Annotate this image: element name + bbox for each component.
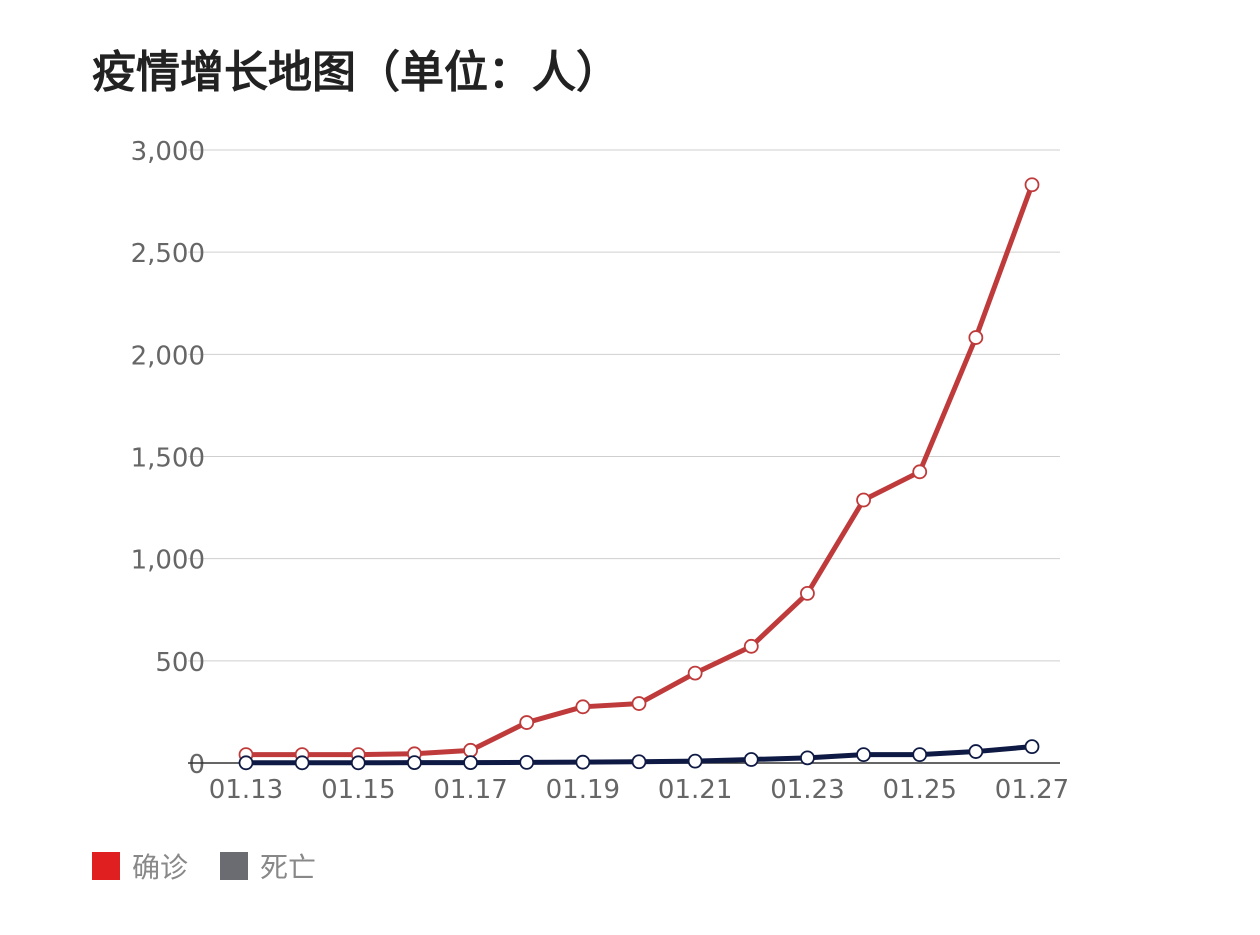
data-point[interactable] bbox=[743, 752, 759, 767]
data-point[interactable] bbox=[912, 464, 928, 480]
data-point[interactable] bbox=[631, 696, 647, 711]
legend-swatch bbox=[92, 852, 120, 880]
legend: 确诊 死亡 bbox=[92, 846, 348, 886]
data-point[interactable] bbox=[856, 747, 871, 763]
data-point[interactable] bbox=[519, 754, 535, 770]
legend-item-deaths[interactable]: 死亡 bbox=[220, 846, 316, 886]
y-tick-label: 2,500 bbox=[131, 239, 205, 269]
x-tick-label: 01.21 bbox=[658, 775, 732, 805]
data-point[interactable] bbox=[1024, 177, 1040, 193]
data-point[interactable] bbox=[631, 754, 647, 770]
x-tick-label: 01.19 bbox=[546, 775, 620, 805]
data-point[interactable] bbox=[968, 330, 984, 345]
legend-item-confirmed[interactable]: 确诊 bbox=[92, 846, 188, 886]
x-tick-label: 01.23 bbox=[770, 775, 844, 805]
y-tick-label: 1,000 bbox=[131, 546, 205, 576]
data-point[interactable] bbox=[687, 753, 703, 769]
data-point[interactable] bbox=[575, 754, 591, 770]
data-point[interactable] bbox=[856, 492, 871, 508]
y-tick-label: 1,500 bbox=[131, 444, 205, 474]
data-point[interactable] bbox=[407, 755, 422, 770]
legend-label: 确诊 bbox=[132, 851, 189, 884]
x-tick-label: 01.17 bbox=[433, 775, 507, 805]
y-tick-label: 2,000 bbox=[131, 341, 205, 371]
chart-title: 疫情增长地图（单位：人） bbox=[92, 47, 620, 98]
x-tick-label: 01.27 bbox=[995, 775, 1069, 805]
data-point[interactable] bbox=[238, 755, 254, 771]
x-axis: 01.13 01.15 01.17 01.19 01.21 01.23 01.25 01.27 bbox=[188, 762, 1069, 805]
y-tick-label: 500 bbox=[155, 648, 205, 678]
data-point[interactable] bbox=[519, 715, 535, 730]
data-point[interactable] bbox=[800, 586, 815, 601]
x-tick-label: 01.25 bbox=[882, 775, 956, 805]
data-point[interactable] bbox=[1024, 739, 1040, 755]
data-point[interactable] bbox=[575, 699, 591, 715]
legend-label: 死亡 bbox=[260, 851, 317, 884]
data-point[interactable] bbox=[800, 750, 815, 766]
data-point[interactable] bbox=[463, 742, 478, 758]
data-point[interactable] bbox=[968, 744, 984, 759]
grid-layer bbox=[188, 149, 1060, 662]
data-point[interactable] bbox=[350, 755, 366, 771]
data-point[interactable] bbox=[743, 638, 759, 654]
y-axis: 0 500 1,000 1,500 2,000 2,500 3,000 bbox=[131, 137, 205, 780]
data-point[interactable] bbox=[463, 755, 478, 770]
x-tick-label: 01.15 bbox=[321, 775, 395, 805]
data-point[interactable] bbox=[912, 747, 928, 763]
data-point[interactable] bbox=[687, 665, 703, 681]
y-tick-label: 3,000 bbox=[131, 137, 205, 167]
series-deaths bbox=[238, 739, 1040, 771]
x-tick-label: 01.13 bbox=[209, 775, 283, 805]
data-point[interactable] bbox=[294, 755, 310, 771]
legend-swatch bbox=[220, 852, 249, 880]
y-tick-label: 0 bbox=[188, 750, 205, 780]
series-layer bbox=[238, 177, 1040, 771]
series-confirmed bbox=[238, 177, 1040, 763]
